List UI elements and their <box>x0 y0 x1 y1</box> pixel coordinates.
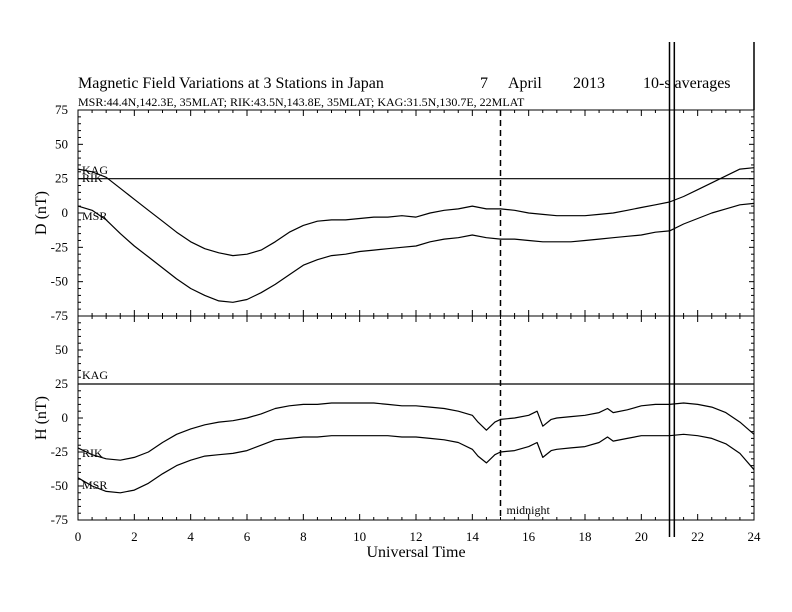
station-label-rik: RIK <box>82 171 103 185</box>
x-tick-label: 12 <box>410 529 423 544</box>
x-tick-label: 20 <box>635 529 648 544</box>
panel-h: 50 25 0 -25 -50 -75 H (nT) KAG RIK MSR <box>33 315 755 527</box>
averaging-label: 10-s averages <box>643 75 731 92</box>
midnight-label: midnight <box>507 503 551 517</box>
y-tick-label: 50 <box>55 342 68 357</box>
y-tick-label: 50 <box>55 136 68 151</box>
x-tick-label: 0 <box>75 529 82 544</box>
x-tick-label: 4 <box>187 529 194 544</box>
panel-frame <box>77 109 755 317</box>
y-tick-label: 25 <box>55 171 68 186</box>
x-tick-label: 14 <box>466 529 480 544</box>
x-tick-label: 18 <box>579 529 592 544</box>
station-info: MSR:44.4N,142.3E, 35MLAT; RIK:43.5N,143.… <box>78 95 525 109</box>
y-tick-label: -75 <box>51 308 68 323</box>
station-label-msr: MSR <box>82 209 107 223</box>
station-label-kag: KAG <box>82 368 108 382</box>
station-label-msr: MSR <box>82 478 107 492</box>
x-tick-label: 8 <box>300 529 307 544</box>
y-axis-label: H (nT) <box>33 396 50 440</box>
station-label-kag: KAG <box>82 163 108 177</box>
x-tick-label: 16 <box>522 529 536 544</box>
date-day: 7 <box>480 75 488 92</box>
series-line-msr <box>77 433 755 494</box>
y-tick-label: 0 <box>62 410 69 425</box>
x-tick-label: 2 <box>131 529 138 544</box>
y-tick-label: -75 <box>51 512 68 527</box>
chart-title: Magnetic Field Variations at 3 Stations … <box>78 75 384 92</box>
series-line-rik <box>77 402 755 461</box>
x-tick-label: 10 <box>353 529 366 544</box>
panel-frame <box>77 315 755 521</box>
y-tick-label: 75 <box>55 102 68 117</box>
x-tick-label: 24 <box>748 529 762 544</box>
y-tick-label: 0 <box>62 205 69 220</box>
y-tick-label: -25 <box>51 444 68 459</box>
x-tick-label: 6 <box>244 529 251 544</box>
y-axis-label: D (nT) <box>33 191 50 235</box>
date-year: 2013 <box>573 75 605 92</box>
station-label-rik: RIK <box>82 446 103 460</box>
series-line-rik <box>77 167 755 257</box>
x-tick-label: 22 <box>691 529 704 544</box>
date-month: April <box>508 75 542 92</box>
y-tick-label: -25 <box>51 239 68 254</box>
y-tick-label: -50 <box>51 274 68 289</box>
series-line-msr <box>77 202 755 303</box>
x-axis-label: Universal Time <box>366 544 465 561</box>
y-tick-label: 25 <box>55 376 68 391</box>
y-tick-label: -50 <box>51 478 68 493</box>
